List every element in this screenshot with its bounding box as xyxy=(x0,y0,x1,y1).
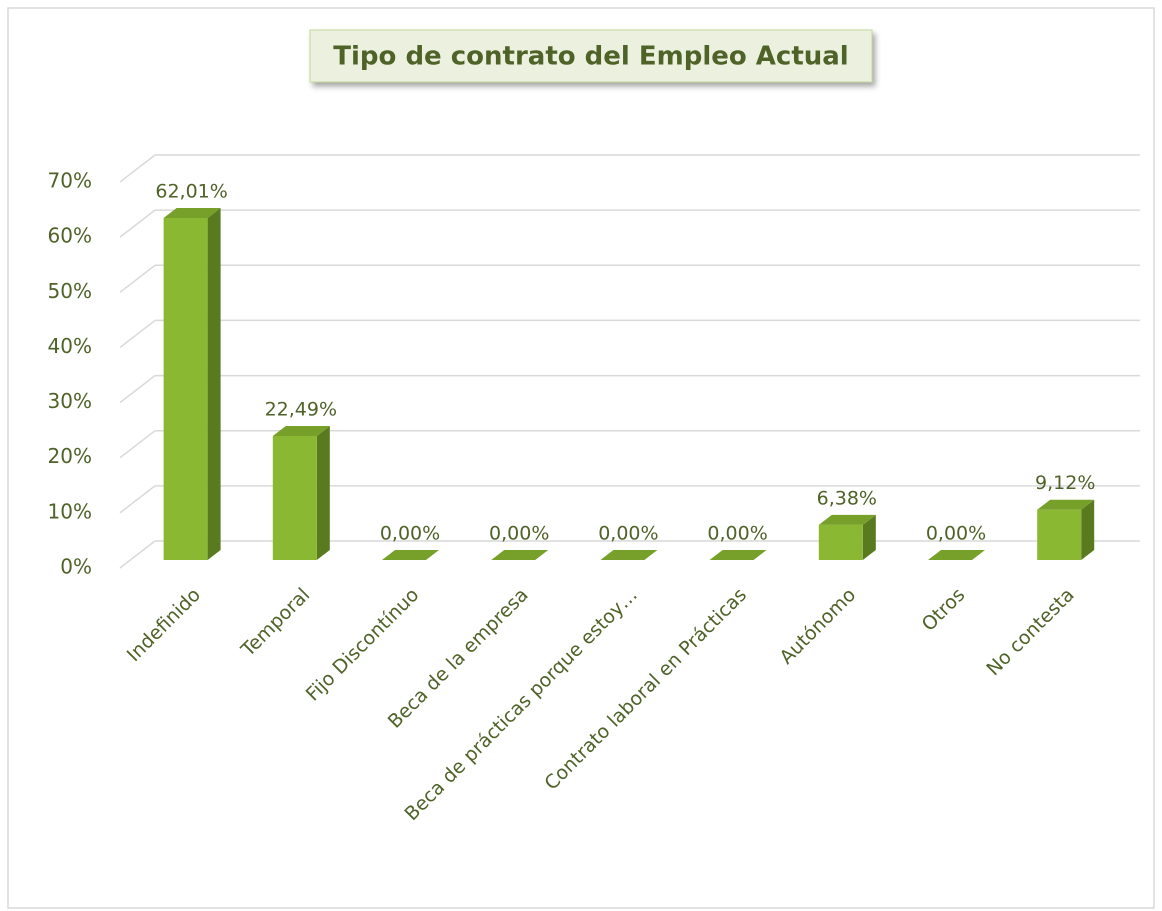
bar-front xyxy=(818,524,863,560)
bar-side xyxy=(862,514,876,560)
bar xyxy=(382,550,439,560)
y-tick-label: 50% xyxy=(48,279,92,303)
value-label: 9,12% xyxy=(1035,472,1095,494)
bar-top xyxy=(272,425,330,436)
value-label: 0,00% xyxy=(598,523,658,545)
bar xyxy=(600,550,658,560)
bar-side xyxy=(316,425,330,560)
bar xyxy=(1037,499,1095,560)
value-label: 0,00% xyxy=(380,523,440,545)
title-box xyxy=(309,29,873,83)
grid-line xyxy=(119,154,156,183)
y-tick-label: 40% xyxy=(48,334,92,358)
y-tick-label: 10% xyxy=(48,499,92,523)
y-tick-label: 30% xyxy=(48,389,92,413)
y-tick-label: 60% xyxy=(48,224,92,248)
y-tick-label: 0% xyxy=(60,555,92,579)
bar-top xyxy=(1037,499,1095,510)
value-label: 0,00% xyxy=(926,523,986,545)
bar-top xyxy=(709,550,767,560)
value-label: 0,00% xyxy=(489,523,549,545)
grid-line xyxy=(119,430,156,459)
bar xyxy=(818,514,876,560)
grid-line xyxy=(119,485,156,514)
bar xyxy=(163,208,221,560)
grid-line xyxy=(119,540,156,569)
value-label: 62,01% xyxy=(155,181,227,203)
bar-front xyxy=(1037,509,1082,560)
bar xyxy=(491,550,549,560)
y-tick-label: 20% xyxy=(48,444,92,468)
bar xyxy=(709,550,767,560)
bar-top xyxy=(491,550,549,560)
bar xyxy=(928,550,985,560)
value-label: 22,49% xyxy=(265,398,337,420)
y-tick-label: 70% xyxy=(48,169,92,193)
bar-top xyxy=(600,550,658,560)
bar-top xyxy=(818,514,876,525)
bar-top xyxy=(163,208,221,219)
bar-side xyxy=(1081,499,1095,560)
value-label: 6,38% xyxy=(817,487,877,509)
bar-front xyxy=(163,218,208,560)
bar-top xyxy=(382,550,439,560)
value-label: 0,00% xyxy=(707,523,767,545)
bar-top xyxy=(928,550,985,560)
grid-line xyxy=(119,209,156,238)
bar-side xyxy=(207,208,221,560)
grid-line xyxy=(119,374,156,404)
bar-front xyxy=(272,435,317,560)
chart-title: Tipo de contrato del Empleo Actual xyxy=(333,42,848,72)
grid-line xyxy=(119,319,156,349)
bar xyxy=(272,425,330,560)
grid-line xyxy=(119,264,156,293)
